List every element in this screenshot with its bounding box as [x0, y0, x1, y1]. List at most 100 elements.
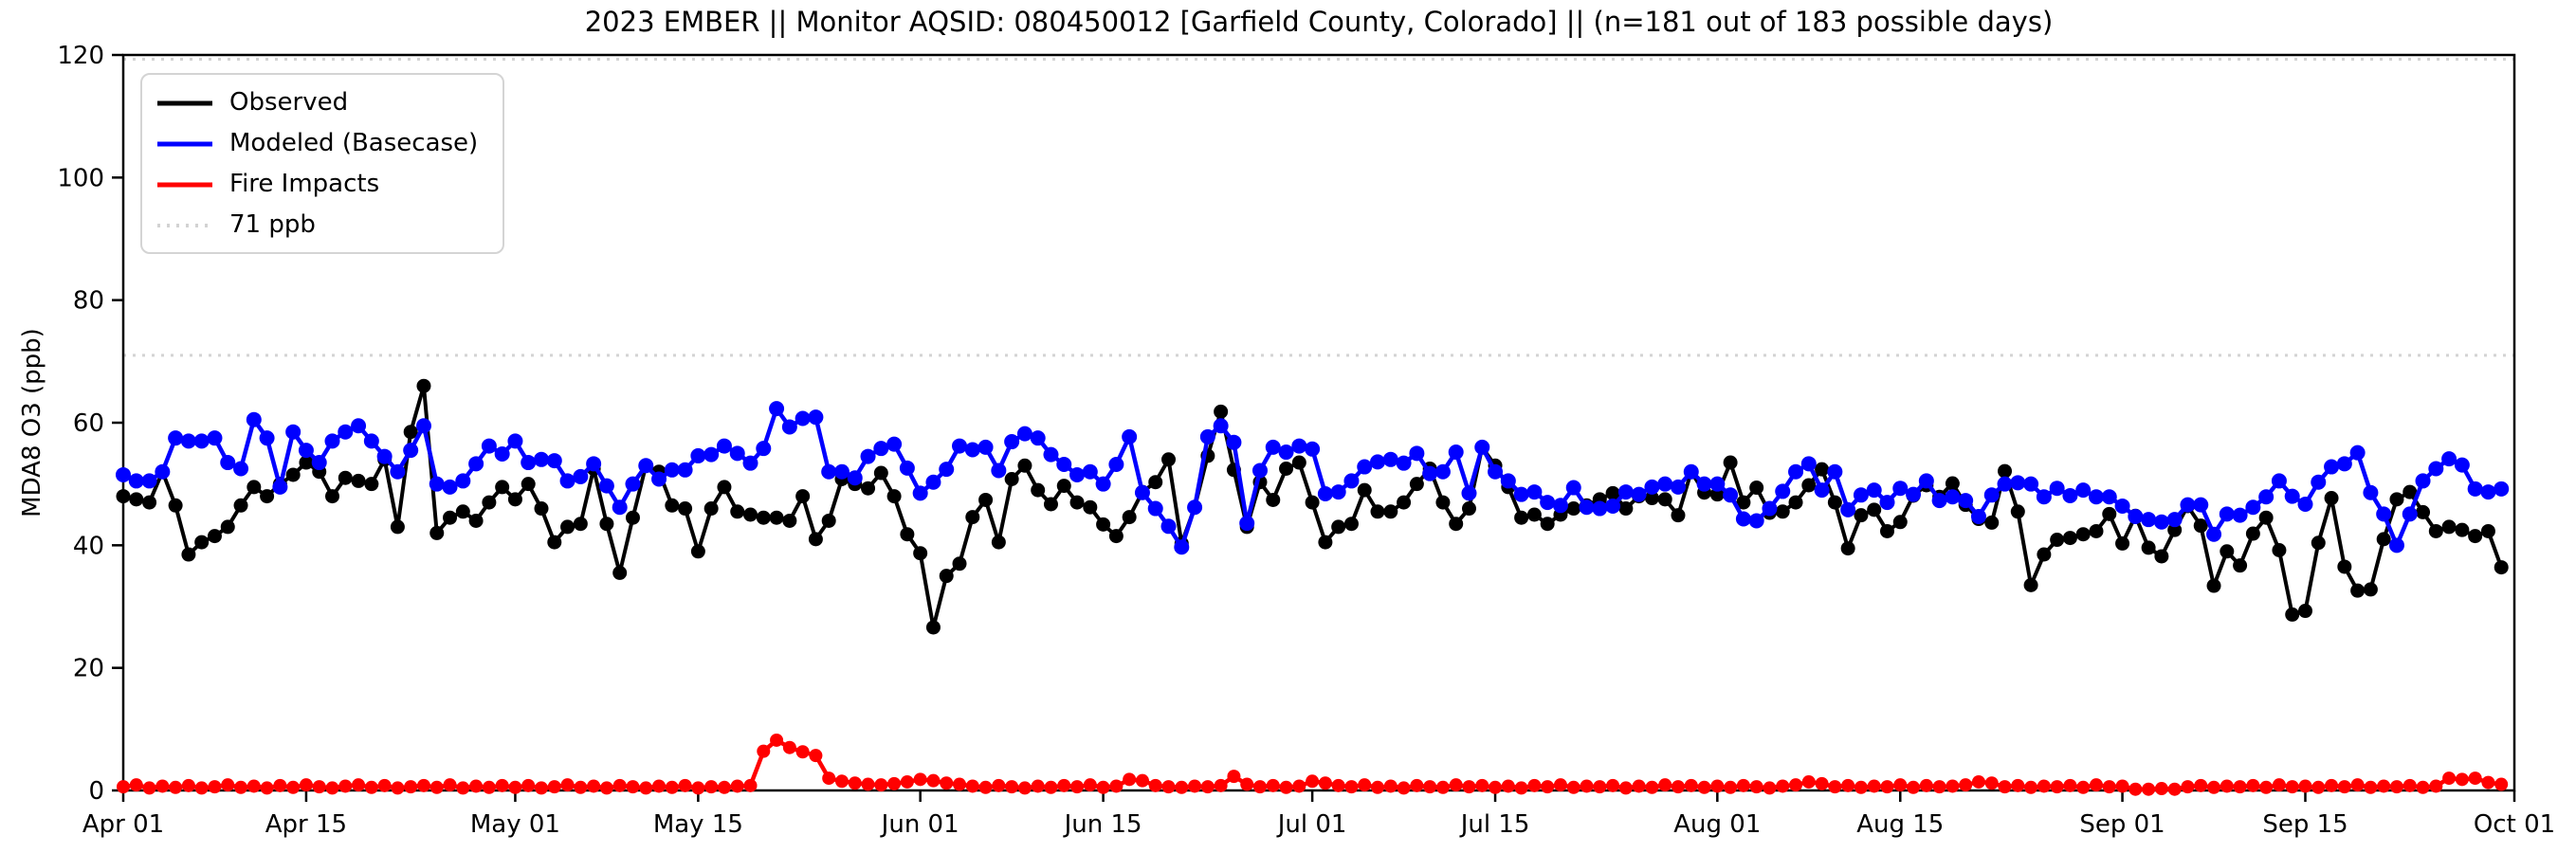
fire-impacts-marker: [1828, 780, 1842, 794]
observed-marker: [1657, 492, 1672, 507]
fire-impacts-marker: [1618, 781, 1633, 795]
fire-impacts-marker: [1123, 772, 1137, 787]
fire-impacts-marker: [325, 781, 339, 795]
observed-marker: [2311, 535, 2326, 551]
observed-marker: [743, 507, 758, 522]
fire-impacts-marker: [1593, 780, 1607, 794]
modeled-basecase-marker: [2336, 456, 2352, 472]
observed-marker: [1854, 508, 1869, 523]
modeled-basecase-marker: [1945, 489, 1961, 505]
fire-impacts-marker: [1841, 778, 1855, 792]
modeled-basecase-marker: [351, 418, 367, 434]
fire-impacts-marker: [273, 778, 287, 792]
observed-marker: [952, 556, 967, 572]
fire-impacts-marker: [2063, 778, 2077, 792]
modeled-basecase-marker: [207, 430, 223, 446]
modeled-basecase-marker: [298, 443, 314, 459]
fire-impacts-marker: [482, 780, 496, 794]
observed-marker: [116, 489, 131, 504]
observed-marker: [2416, 504, 2431, 519]
fire-impacts-marker: [1449, 778, 1463, 792]
observed-marker: [1749, 481, 1764, 496]
observed-marker: [260, 489, 275, 504]
fire-impacts-marker: [1501, 779, 1515, 793]
modeled-basecase-marker: [2311, 474, 2327, 490]
observed-marker: [2206, 578, 2221, 593]
modeled-basecase-marker: [939, 462, 955, 478]
x-tick-label: Aug 15: [1856, 810, 1944, 839]
fire-impacts-marker: [299, 778, 313, 792]
observed-marker: [730, 504, 745, 519]
modeled-basecase-marker: [1617, 484, 1634, 500]
observed-marker: [769, 510, 784, 525]
observed-marker: [2102, 506, 2117, 521]
modeled-basecase-marker: [193, 433, 210, 449]
fire-impacts-marker: [2455, 772, 2469, 787]
modeled-basecase-marker: [2415, 473, 2431, 489]
modeled-basecase-marker: [2271, 473, 2287, 489]
modeled-basecase-marker: [1500, 473, 1516, 489]
fire-impacts-marker: [286, 780, 301, 794]
observed-marker: [2245, 526, 2260, 541]
fire-impacts-marker: [2011, 778, 2025, 792]
modeled-basecase-marker: [1513, 486, 1529, 502]
fire-impacts-marker: [1462, 780, 1476, 794]
fire-impacts-marker: [574, 780, 588, 794]
modeled-basecase-marker: [1723, 487, 1739, 503]
fire-impacts-marker: [194, 781, 209, 795]
fire-impacts-marker: [1645, 780, 1659, 794]
fire-impacts-marker: [1658, 778, 1672, 792]
modeled-basecase-marker: [1147, 500, 1163, 517]
modeled-basecase-marker: [769, 401, 785, 417]
observed-marker: [299, 455, 314, 470]
modeled-basecase-marker: [1592, 500, 1608, 517]
modeled-basecase-marker: [1265, 439, 1281, 455]
chart-title: 2023 EMBER || Monitor AQSID: 080450012 […: [584, 6, 2054, 38]
modeled-basecase-marker: [1931, 493, 1947, 509]
legend-line-sample-71-ppb: [157, 216, 212, 234]
modeled-basecase-marker: [2376, 506, 2392, 522]
fire-impacts-marker: [1371, 780, 1385, 794]
modeled-basecase-marker: [1330, 484, 1346, 500]
observed-marker: [1526, 507, 1542, 522]
modeled-basecase-marker: [338, 424, 354, 440]
observed-marker: [2141, 540, 2156, 555]
observed-marker: [338, 470, 353, 485]
modeled-basecase-marker: [1095, 476, 1111, 492]
modeled-basecase-marker: [1983, 487, 2000, 503]
modeled-basecase-marker: [1565, 480, 1581, 496]
observed-marker: [1291, 455, 1306, 470]
fire-impacts-marker: [2102, 780, 2116, 794]
observed-marker: [1540, 517, 1555, 532]
fire-impacts-marker: [1932, 780, 1946, 794]
observed-marker: [2441, 519, 2457, 535]
fire-impacts-marker: [1489, 780, 1503, 794]
x-tick-label: May 15: [653, 810, 743, 839]
y-tick-label: 40: [73, 532, 104, 560]
legend-label-observed: Observed: [229, 88, 349, 117]
modeled-basecase-marker: [833, 463, 850, 480]
modeled-basecase-marker: [2141, 512, 2157, 528]
modeled-basecase-marker: [1461, 485, 1477, 501]
modeled-basecase-marker: [2219, 506, 2235, 522]
modeled-basecase-marker: [455, 473, 471, 489]
modeled-basecase-marker: [729, 445, 745, 462]
modeled-basecase-marker: [1305, 441, 1321, 457]
fire-impacts-marker: [1998, 780, 2012, 794]
fire-impacts-marker: [978, 780, 993, 794]
fire-impacts-marker: [2311, 780, 2326, 794]
modeled-basecase-marker: [128, 473, 144, 489]
modeled-basecase-marker: [1357, 459, 1373, 475]
fire-impacts-marker: [2024, 780, 2038, 794]
y-tick-label: 100: [57, 164, 104, 192]
modeled-basecase-marker: [1004, 434, 1020, 450]
modeled-basecase-marker: [598, 478, 614, 494]
modeled-basecase-marker: [821, 463, 837, 480]
observed-marker: [2480, 523, 2495, 538]
modeled-basecase-marker: [2049, 481, 2065, 497]
fire-impacts-marker: [2233, 780, 2247, 794]
observed-marker: [2324, 491, 2339, 506]
modeled-basecase-marker: [1108, 456, 1124, 472]
modeled-basecase-marker: [1866, 482, 1882, 499]
modeled-basecase-marker: [494, 445, 510, 462]
